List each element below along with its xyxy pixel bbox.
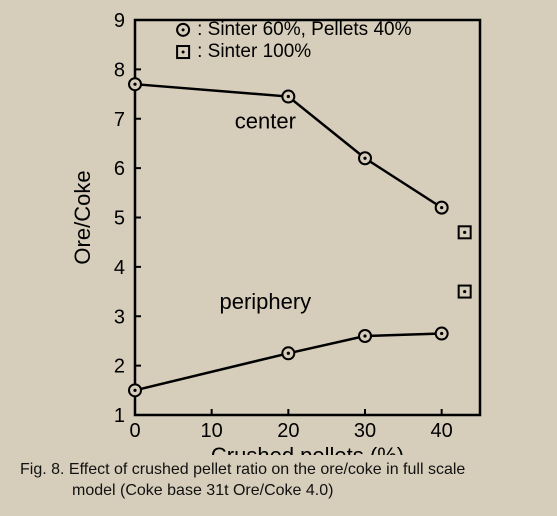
y-axis-label: Ore/Coke [70, 170, 95, 264]
marker-square-dot [463, 231, 466, 234]
series-label-center: center [235, 109, 296, 134]
y-tick-label: 2 [114, 356, 125, 378]
legend-marker-square-dot [182, 51, 185, 54]
marker-dot [440, 332, 443, 335]
x-tick-label: 40 [431, 420, 453, 442]
y-tick-label: 3 [114, 306, 125, 328]
caption-prefix: Fig. 8. [20, 461, 64, 478]
marker-dot [440, 206, 443, 209]
marker-dot [133, 83, 136, 86]
series-line [135, 334, 442, 391]
x-tick-label: 20 [277, 420, 299, 442]
caption-line2: model (Coke base 31t Ore/Coke 4.0) [20, 481, 540, 502]
marker-dot [363, 334, 366, 337]
x-tick-label: 30 [354, 420, 376, 442]
caption-line1: Effect of crushed pellet ratio on the or… [69, 461, 465, 478]
chart: 0 10 20 30 40 1 2 3 4 5 6 7 8 9 Crushed pellets (%) Ore… [0, 0, 557, 455]
legend-text: : Sinter 100% [197, 41, 311, 62]
marker-dot [133, 389, 136, 392]
x-tick-label: 0 [129, 420, 140, 442]
y-tick-label: 8 [114, 59, 125, 81]
legend-marker-circle-dot [182, 28, 185, 31]
y-tick-label: 7 [114, 109, 125, 131]
marker-dot [287, 95, 290, 98]
figure-caption: Fig. 8. Effect of crushed pellet ratio o… [20, 460, 540, 502]
y-tick-label: 4 [114, 257, 125, 279]
x-tick-label: 10 [201, 420, 223, 442]
y-tick-label: 9 [114, 10, 125, 32]
marker-dot [287, 352, 290, 355]
figure-page: 0 10 20 30 40 1 2 3 4 5 6 7 8 9 Crushed pellets (%) Ore… [0, 0, 557, 516]
marker-dot [363, 157, 366, 160]
legend-text: : Sinter 60%, Pellets 40% [197, 19, 411, 40]
y-tick-label: 5 [114, 208, 125, 230]
marker-square-dot [463, 290, 466, 293]
x-axis-label: Crushed pellets (%) [211, 443, 404, 455]
plot-frame [135, 20, 480, 415]
series-label-periphery: periphery [219, 289, 311, 314]
y-tick-label: 6 [114, 158, 125, 180]
y-tick-label: 1 [114, 405, 125, 427]
